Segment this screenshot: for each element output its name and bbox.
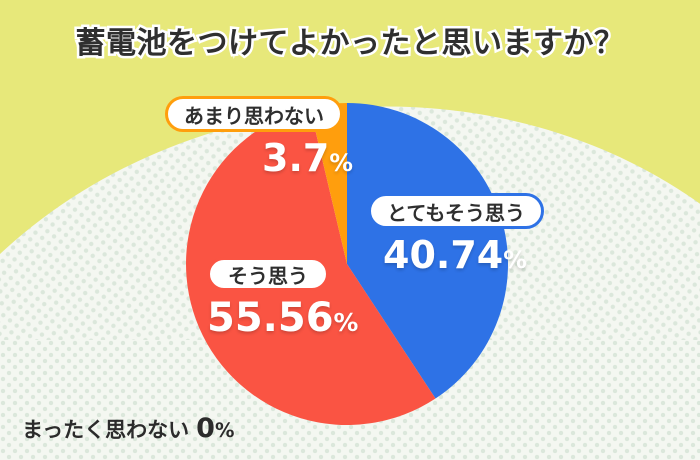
pie-slice-totemo-sou-omou	[347, 103, 509, 399]
callout-value-sou-omou: 55.56%	[207, 298, 358, 338]
callout-label-amari-omowanai: あまり思わない	[184, 103, 324, 128]
callout-value-totemo-sou-omou: 40.74%	[383, 236, 527, 274]
value-number-totemo-sou-omou: 40.74	[383, 233, 504, 277]
callout-label-totemo-sou-omou: とてもそう思う	[387, 200, 525, 225]
callout-label-sou-omou: そう思う	[228, 263, 308, 288]
value-number-amari-omowanai: 3.7	[262, 136, 330, 180]
callout-pill-amari-omowanai[interactable]: あまり思わない	[165, 96, 343, 132]
footnote-value: 0%	[196, 413, 234, 444]
page-title: 蓄電池をつけてよかったと思いますか？	[73, 24, 627, 64]
value-unit-totemo-sou-omou: %	[503, 246, 527, 274]
value-number-sou-omou: 55.56	[207, 295, 334, 341]
footnote-label: まったく思わない	[22, 418, 190, 442]
value-unit-amari-omowanai: %	[329, 149, 353, 177]
footnote-mattaku-omowanai: まったく思わない 0%	[22, 413, 234, 444]
pie-slice-amari-omowanai	[309, 103, 347, 264]
callout-value-amari-omowanai: 3.7%	[262, 139, 353, 177]
callout-pill-totemo-sou-omou[interactable]: とてもそう思う	[368, 193, 544, 229]
footnote-unit: %	[214, 419, 235, 442]
callout-pill-sou-omou[interactable]: そう思う	[207, 257, 329, 291]
value-unit-sou-omou: %	[333, 308, 359, 337]
footnote-number: 0	[196, 413, 215, 444]
